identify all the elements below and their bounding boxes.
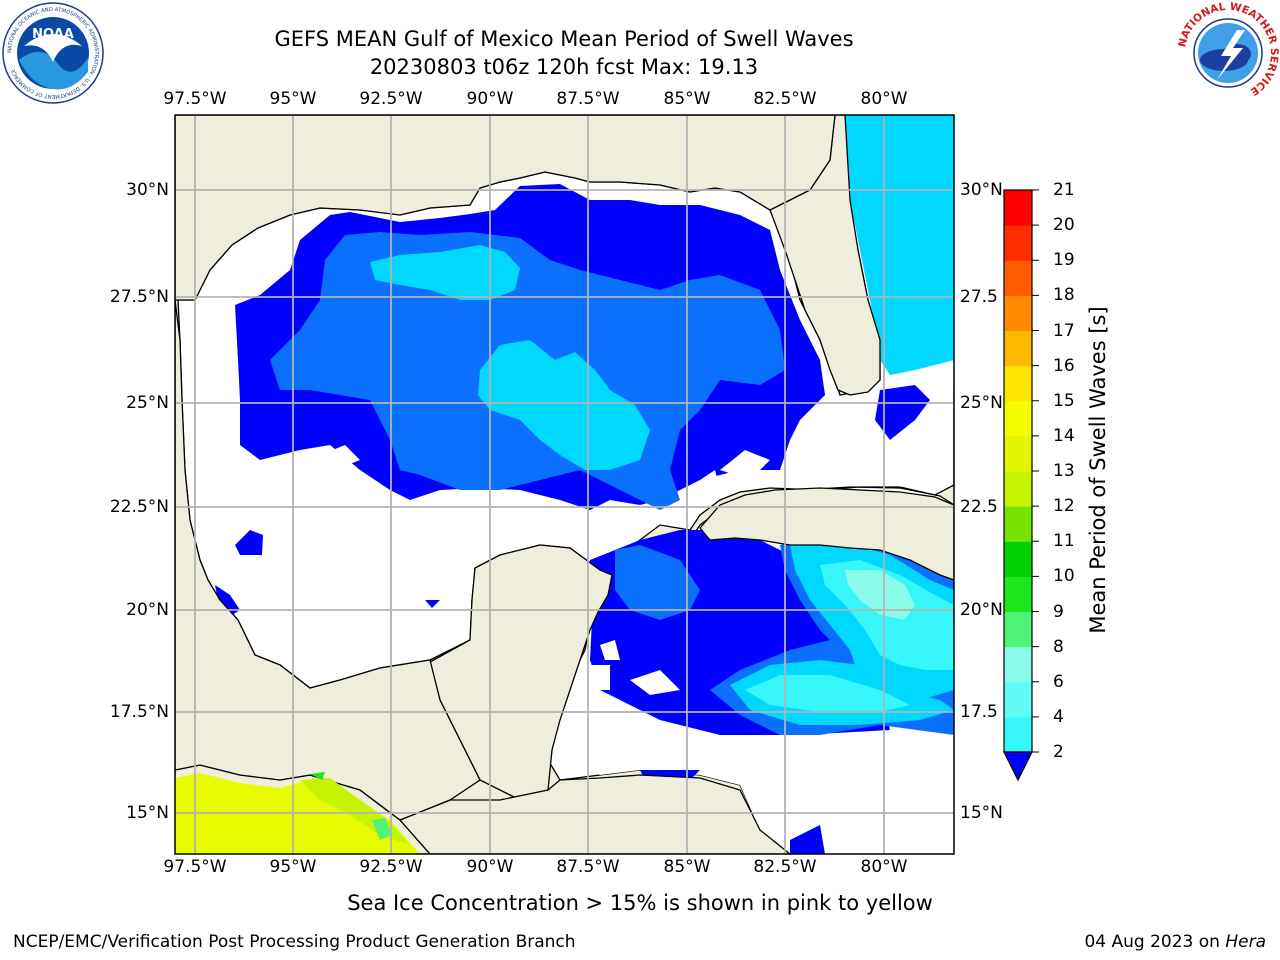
colorbar-extend-arrow (1003, 751, 1033, 782)
colorbar-segment (1004, 435, 1032, 472)
map-subtitle: 20230803 t06z 120h fcst Max: 19.13 (369, 55, 759, 79)
colorbar-segment (1004, 400, 1032, 437)
colorbar-tick-label: 17 (1053, 320, 1075, 341)
lon-tick-bottom: 95°W (269, 857, 317, 877)
lon-tick-bottom: 90°W (466, 857, 514, 877)
lon-tick-top: 85°W (663, 89, 711, 109)
lat-tick-left: 25°N (126, 393, 169, 413)
colorbar-tick-label: 13 (1053, 461, 1075, 481)
colorbar-tick-label: 16 (1053, 355, 1075, 376)
colorbar (1003, 189, 1039, 782)
credit-organization: NCEP/EMC/Verification Post Processing Pr… (13, 932, 576, 952)
colorbar-tick-label: 8 (1053, 636, 1064, 657)
noaa-logo: NOAA NATIONAL OCEANIC AND ATMOSPHERIC AD… (2, 2, 104, 104)
colorbar-tick-label: 6 (1053, 671, 1064, 692)
colorbar-tick-label: 18 (1053, 285, 1075, 306)
colorbar-segment (1004, 681, 1032, 718)
lat-tick-left: 20°N (126, 600, 169, 620)
lon-tick-bottom: 92.5°W (359, 857, 423, 877)
lon-tick-top: 90°W (466, 89, 514, 109)
lon-tick-bottom: 80°W (860, 857, 908, 877)
colorbar-segment (1004, 576, 1032, 612)
colorbar-segment (1004, 190, 1032, 226)
lon-tick-top: 92.5°W (359, 89, 423, 109)
lat-tick-right: 17.5 (960, 702, 998, 722)
swell-band-8-9 (845, 570, 915, 620)
colorbar-segment (1004, 365, 1032, 402)
lon-tick-bottom: 82.5°W (753, 857, 817, 877)
lat-tick-left: 27.5°N (109, 287, 169, 307)
cuba (699, 487, 954, 581)
colorbar-segment (1004, 506, 1032, 542)
colorbar-segment (1004, 646, 1032, 683)
credit-date: 04 Aug 2023 on Hera (1084, 932, 1266, 952)
lat-tick-right: 25°N (960, 393, 1003, 413)
lon-tick-top: 82.5°W (753, 89, 817, 109)
colorbar-tick-label: 10 (1053, 566, 1075, 587)
nws-logo: NATIONAL WEATHER SERVICE (1177, 2, 1279, 103)
colorbar-tick-label: 15 (1053, 390, 1075, 411)
sea-ice-footnote: Sea Ice Concentration > 15% is shown in … (347, 891, 933, 915)
colorbar-segment (1004, 541, 1032, 577)
colorbar-segment (1004, 611, 1032, 648)
lon-tick-top: 95°W (269, 89, 317, 109)
lon-tick-top: 97.5°W (163, 89, 227, 109)
map-frame (174, 114, 955, 855)
colorbar-tick-label: 14 (1053, 425, 1075, 446)
lat-tick-left: 17.5°N (109, 702, 169, 722)
colorbar-label: Mean Period of Swell Waves [s] (1086, 306, 1110, 634)
colorbar-tick-label: 20 (1053, 215, 1075, 236)
colorbar-segment (1004, 295, 1032, 331)
colorbar-segment (1004, 716, 1032, 753)
lon-tick-bottom: 87.5°W (556, 857, 620, 877)
lon-tick-bottom: 85°W (663, 857, 711, 877)
lat-tick-right: 27.5 (960, 287, 998, 307)
lat-tick-right: 15°N (960, 803, 1003, 823)
lat-tick-right: 20°N (960, 600, 1003, 620)
colorbar-segment (1004, 225, 1032, 261)
colorbar-segment (1004, 471, 1032, 507)
colorbar-tick-label: 12 (1053, 496, 1075, 517)
mexico (175, 115, 836, 301)
colorbar-segment (1004, 330, 1032, 367)
seagull-icon (24, 34, 82, 62)
lat-tick-left: 22.5°N (109, 497, 169, 517)
lat-tick-left: 30°N (126, 180, 169, 200)
colorbar-segment (1004, 260, 1032, 296)
map-title: GEFS MEAN Gulf of Mexico Mean Period of … (274, 27, 854, 51)
colorbar-tick-label: 19 (1053, 250, 1075, 271)
colorbar-tick-label: 11 (1053, 531, 1075, 552)
lon-tick-bottom: 97.5°W (163, 857, 227, 877)
colorbar-tick-label: 9 (1053, 601, 1064, 622)
lat-tick-right: 22.5 (960, 497, 998, 517)
lightning-icon (1217, 30, 1245, 80)
colorbar-tick-label: 4 (1053, 706, 1064, 727)
lon-tick-top: 80°W (860, 89, 908, 109)
graticule (175, 115, 954, 854)
swell-band-4-6 (478, 340, 650, 470)
svg-text:NOAA: NOAA (32, 27, 74, 42)
colorbar-tick-label: 21 (1053, 180, 1075, 200)
lat-tick-left: 15°N (126, 803, 169, 823)
lon-tick-top: 87.5°W (556, 89, 620, 109)
colorbar-tick-label: 2 (1053, 742, 1064, 762)
lat-tick-right: 30°N (960, 180, 1003, 200)
